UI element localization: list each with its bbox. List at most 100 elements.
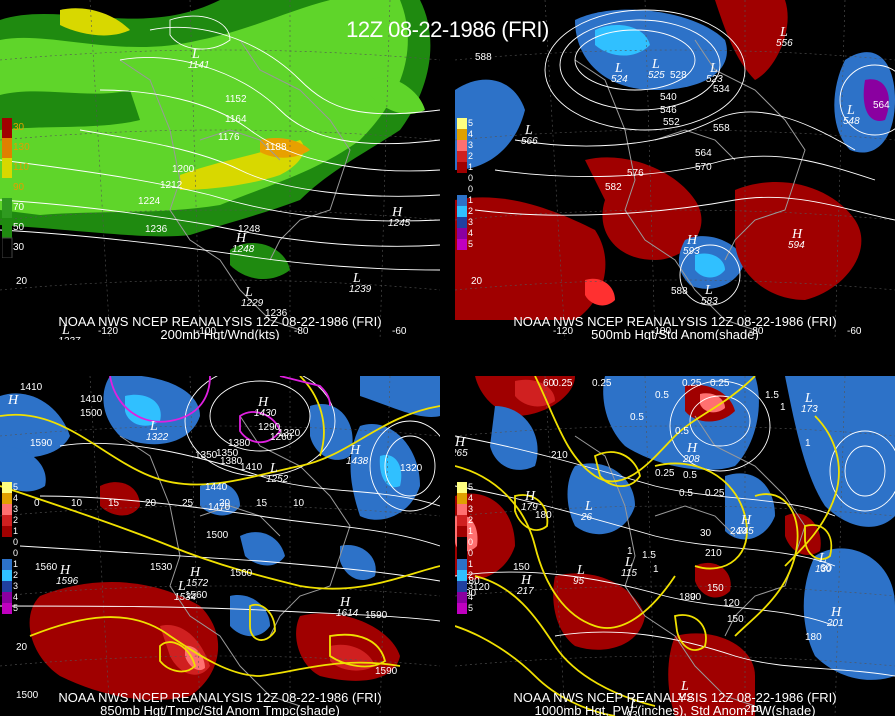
contour-label: 1236 — [265, 308, 288, 319]
legend-label: 30 — [13, 122, 25, 133]
contour-label: 1 — [805, 438, 811, 449]
contour-label: 1350 — [216, 448, 239, 459]
contour-label: 564 — [695, 148, 712, 159]
low-pressure-marker: L — [61, 323, 70, 338]
contour-label: 1410 — [240, 462, 263, 473]
low-pressure-marker: L — [244, 285, 253, 300]
contour-label: 1500 — [206, 530, 229, 541]
contour-label: 0.5 — [683, 470, 697, 481]
legend-label: 3 — [468, 140, 474, 150]
pressure-center-value: 1534 — [174, 592, 197, 603]
contour-label: 1 — [780, 402, 786, 413]
pressure-center-value: 524 — [611, 74, 628, 85]
low-pressure-marker: L — [191, 47, 200, 62]
contour-label: 210 — [745, 704, 762, 715]
contour-label: 30 — [700, 528, 712, 539]
legend-label: 2 — [468, 151, 474, 161]
legend-label: 5 — [468, 118, 474, 128]
pressure-center-value: 173 — [801, 404, 818, 415]
panel-850mb-caption-line2: 850mb Hgt/Tmpc/Std Anom Tmpc(shade) — [100, 703, 340, 716]
contour-label: 1188 — [265, 142, 287, 153]
panel-1000mb-caption-line2: 1000mb Hgt, PW (inches), Std Anom PW(sha… — [534, 703, 816, 716]
contour-label: 1.5 — [642, 550, 656, 561]
contour-label: 0.25 — [655, 468, 675, 479]
legend-label: 1 — [13, 559, 19, 569]
pressure-center-value: 208 — [682, 454, 700, 465]
contour-label: 1320 — [400, 463, 423, 474]
legend-label: 4 — [13, 592, 19, 602]
pressure-center-value: 130 — [815, 564, 832, 575]
low-pressure-marker: L — [818, 551, 827, 566]
contour-label: 1212 — [160, 180, 183, 191]
contour-label: 0.25 — [705, 488, 725, 499]
pressure-center-value: 1141 — [188, 60, 210, 71]
contour-label: 1260 — [270, 432, 293, 443]
low-pressure-marker: L — [352, 271, 361, 286]
contour-label: 1.5 — [765, 390, 779, 401]
axis-label: -100 — [651, 326, 671, 337]
panel-200mb-caption-line2: 200mb Hgt/Wnd(kts) — [160, 327, 280, 341]
legend-label: 1 — [468, 195, 474, 205]
contour-label: 1290 — [258, 422, 281, 433]
contour-label: 0.5 — [655, 390, 669, 401]
contour-label: 588 — [671, 286, 688, 297]
low-pressure-marker: L — [149, 419, 158, 434]
high-pressure-marker: H — [59, 563, 71, 578]
contour-label: 1224 — [138, 196, 161, 207]
contour-label: 1590 — [30, 438, 53, 449]
contour-label: 1380 — [220, 456, 243, 467]
contour-label: 1500 — [80, 408, 103, 419]
pressure-center-value: 93 — [626, 710, 638, 716]
legend-label: 2 — [468, 570, 474, 580]
pressure-center-value: 1239 — [349, 284, 372, 295]
legend-label: 70 — [13, 202, 25, 213]
low-pressure-marker: L — [629, 697, 638, 712]
contour-label: 0.5 — [675, 426, 689, 437]
contour-label: 0.5 — [679, 488, 693, 499]
panel-850mb-caption-line1: NOAA NWS NCEP REANALYSIS 12Z 08-22-1986 … — [58, 690, 382, 705]
legend-label: 4 — [468, 228, 474, 238]
contour-label: 150 — [513, 562, 530, 573]
map-1000mb: 600.25 0.250.50.25 0.250.50.50.25 0.51 1.510… — [455, 376, 895, 716]
contour-label: 588 — [475, 52, 492, 63]
high-pressure-marker: H — [235, 231, 247, 246]
low-pressure-marker: L — [614, 61, 623, 76]
high-pressure-marker: H — [189, 565, 201, 580]
low-pressure-marker: L — [651, 57, 660, 72]
contour-label: 180 — [679, 592, 696, 603]
pressure-center-value: 566 — [521, 136, 538, 147]
pressure-center-value: 1572 — [186, 578, 209, 589]
pressure-center-value: 179 — [521, 502, 538, 513]
legend-label: 2 — [13, 515, 19, 525]
axis-label: -100 — [196, 326, 216, 337]
legend-label: 5 — [13, 482, 19, 492]
low-pressure-marker: L — [584, 499, 593, 514]
contour-label: 0.5 — [630, 412, 644, 423]
high-pressure-marker: H — [830, 605, 842, 620]
high-pressure-marker: H — [686, 233, 698, 248]
contour-label: 1560 — [185, 590, 208, 601]
pressure-center-value: 1596 — [56, 576, 79, 587]
legend-label: 3 — [468, 504, 474, 514]
map-200mb: 1152 1164 1176 1188 1200 1212 1224 1236 1248 1236… — [0, 0, 440, 340]
contour-label: 1164 — [225, 114, 247, 125]
map-500mb: 588528540546552558564570576582588534564L… — [455, 0, 895, 340]
pressure-center-value: 1245 — [388, 218, 411, 229]
pressure-center-value: 1438 — [346, 456, 369, 467]
contour-label: 15 — [108, 498, 120, 509]
contour-label: 20 — [219, 498, 231, 509]
axis-label: 180 — [463, 576, 480, 587]
pressure-center-value: 26 — [580, 512, 593, 523]
contour-label: 1560 — [35, 562, 58, 573]
pressure-center-value: 523 — [706, 74, 723, 85]
legend-label: 0 — [468, 184, 474, 194]
contour-label: 0.25 — [682, 378, 702, 389]
legend-label: 0 — [13, 537, 19, 547]
legend-label: 3 — [13, 581, 19, 591]
contour-label: 1152 — [225, 94, 247, 105]
low-pressure-marker: L — [846, 103, 855, 118]
contour-label: 564 — [873, 100, 890, 111]
contour-label: 0.25 — [553, 378, 573, 389]
low-pressure-marker: L — [576, 563, 585, 578]
legend-label: 0 — [468, 173, 474, 183]
